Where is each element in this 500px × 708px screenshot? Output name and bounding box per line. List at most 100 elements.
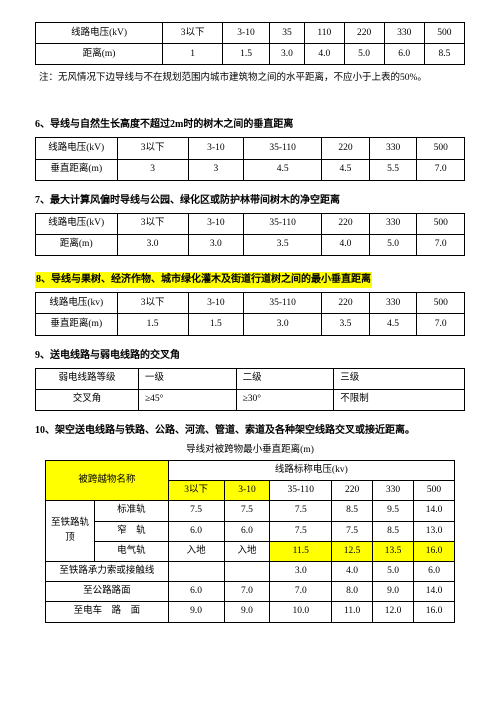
col-h: 220 xyxy=(322,293,370,314)
col-h: 3以下 xyxy=(163,23,223,44)
cell: 11.5 xyxy=(270,541,332,561)
table-voltage-distance-1: 线路电压(kV) 3以下 3-10 35 110 220 330 500 距离(… xyxy=(35,22,465,65)
section-10-title: 10、架空送电线路与铁路、公路、河流、管道、索道及各种架空线路交叉或接近距离。 xyxy=(35,423,465,439)
table-sec8: 线路电压(kv) 3以下 3-10 35-110 220 330 500 垂直距… xyxy=(35,292,465,335)
row-label: 垂直距离(m) xyxy=(36,159,118,180)
cell: 10.0 xyxy=(270,602,332,622)
cell: 11.0 xyxy=(332,602,373,622)
cell: 3.5 xyxy=(322,314,370,335)
col-h: 220 xyxy=(322,213,370,234)
cell: 7.0 xyxy=(224,582,270,602)
cell: 4.5 xyxy=(244,159,322,180)
col-h: 500 xyxy=(417,293,465,314)
cell: 9.0 xyxy=(373,582,414,602)
cell: 5.0 xyxy=(373,562,414,582)
cell: 14.0 xyxy=(414,501,455,521)
col-h: 220 xyxy=(322,138,370,159)
cell: 9.0 xyxy=(224,602,270,622)
volt-col: 3以下 xyxy=(168,481,224,501)
col-h: 3以下 xyxy=(117,138,188,159)
cell: 8.5 xyxy=(332,501,373,521)
volt-col: 35-110 xyxy=(270,481,332,501)
sub-label: 标准轨 xyxy=(95,501,169,521)
col-h: 330 xyxy=(369,213,417,234)
cell: 5.0 xyxy=(369,234,417,255)
cell: 7.5 xyxy=(332,521,373,541)
cell: 3.0 xyxy=(117,234,188,255)
cell: 一级 xyxy=(138,368,236,389)
cell: 6.0 xyxy=(224,521,270,541)
row-label: 至铁路承力索或接触线 xyxy=(46,562,169,582)
col-h: 3以下 xyxy=(117,213,188,234)
section-8-title: 8、导线与果树、经济作物、城市绿化灌木及街道行道树之间的最小垂直距离 xyxy=(35,272,372,288)
cell: 8.0 xyxy=(332,582,373,602)
col-h: 500 xyxy=(424,23,464,44)
cell: 5.0 xyxy=(344,44,384,65)
row-label: 线路电压(kV) xyxy=(36,213,118,234)
cell: 3.0 xyxy=(269,44,304,65)
cell: ≥45° xyxy=(138,389,236,410)
cell: 7.0 xyxy=(417,159,465,180)
cell: 3 xyxy=(188,159,243,180)
cell: 1.5 xyxy=(188,314,243,335)
col-h: 110 xyxy=(305,23,344,44)
cell: 三级 xyxy=(334,368,465,389)
cell: 1.5 xyxy=(117,314,188,335)
col-h: 3以下 xyxy=(117,293,188,314)
cell: 6.0 xyxy=(414,562,455,582)
cell: 7.5 xyxy=(168,501,224,521)
section-9-title: 9、送电线路与弱电线路的交叉角 xyxy=(35,348,465,364)
col-h: 3-10 xyxy=(188,213,243,234)
cell: 4.0 xyxy=(322,234,370,255)
cell: 4.5 xyxy=(322,159,370,180)
sub-label: 电气轨 xyxy=(95,541,169,561)
cell: 8.5 xyxy=(373,521,414,541)
cell: 7.5 xyxy=(224,501,270,521)
cell: 7.5 xyxy=(270,521,332,541)
cell: 12.0 xyxy=(373,602,414,622)
cell: 7.0 xyxy=(417,234,465,255)
volt-col: 330 xyxy=(373,481,414,501)
cell: 弱电线路等级 xyxy=(36,368,139,389)
cell: 16.0 xyxy=(414,541,455,561)
cell: 5.5 xyxy=(369,159,417,180)
cell: 9.5 xyxy=(373,501,414,521)
cell: 3.5 xyxy=(244,234,322,255)
col-h: 35 xyxy=(269,23,304,44)
cell: 交叉角 xyxy=(36,389,139,410)
volt-col: 220 xyxy=(332,481,373,501)
col-h: 330 xyxy=(384,23,424,44)
col-h: 500 xyxy=(417,213,465,234)
sub-label: 窄 轨 xyxy=(95,521,169,541)
cell: 二级 xyxy=(236,368,334,389)
cell: 6.0 xyxy=(168,521,224,541)
col-h: 330 xyxy=(369,138,417,159)
cell: 7.0 xyxy=(417,314,465,335)
col-h: 35-110 xyxy=(244,213,322,234)
col-h: 3-10 xyxy=(188,138,243,159)
cell: 1.5 xyxy=(223,44,270,65)
row-label: 至电车 路 面 xyxy=(46,602,169,622)
table-sec7: 线路电压(kV) 3以下 3-10 35-110 220 330 500 距离(… xyxy=(35,213,465,256)
col-h: 35-110 xyxy=(244,138,322,159)
cell: 4.0 xyxy=(305,44,344,65)
col-h: 3-10 xyxy=(188,293,243,314)
cell: 13.5 xyxy=(373,541,414,561)
cell: 4.5 xyxy=(369,314,417,335)
cell: 3 xyxy=(117,159,188,180)
volt-col: 500 xyxy=(414,481,455,501)
row-label: 线路电压(kV) xyxy=(36,138,118,159)
cell: 3.0 xyxy=(244,314,322,335)
header-left: 被跨越物名称 xyxy=(46,461,169,501)
header-top: 线路标称电压(kv) xyxy=(168,461,454,481)
cell: 14.0 xyxy=(414,582,455,602)
cell: 3.0 xyxy=(188,234,243,255)
volt-col: 3-10 xyxy=(224,481,270,501)
table-sec6: 线路电压(kV) 3以下 3-10 35-110 220 330 500 垂直距… xyxy=(35,137,465,180)
cell: 4.0 xyxy=(332,562,373,582)
cell: 6.0 xyxy=(168,582,224,602)
cell: 3.0 xyxy=(270,562,332,582)
cell: 6.0 xyxy=(384,44,424,65)
table-sec9: 弱电线路等级 一级 二级 三级 交叉角 ≥45° ≥30° 不限制 xyxy=(35,368,465,411)
note-text: 注：无风情况下边导线与不在规划范围内城市建筑物之间的水平距离，不应小于上表的50… xyxy=(59,69,465,87)
